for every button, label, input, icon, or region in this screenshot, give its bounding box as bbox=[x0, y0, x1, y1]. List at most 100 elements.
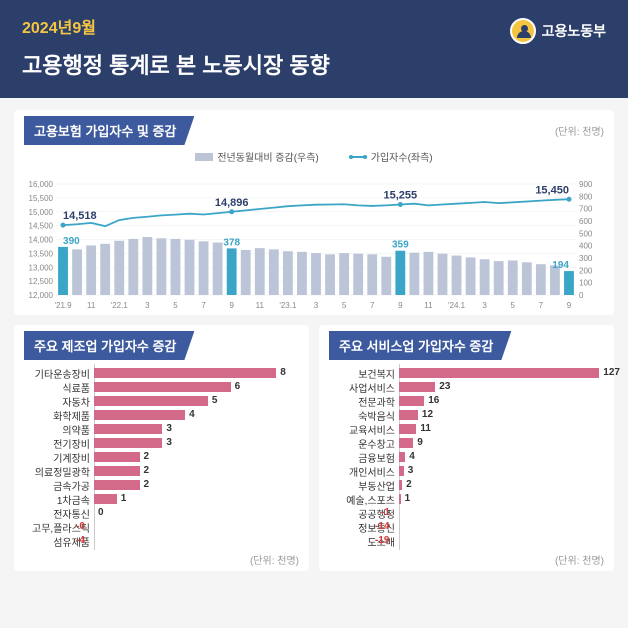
hbar-label: 1차금속 bbox=[24, 492, 94, 507]
svg-text:12,500: 12,500 bbox=[29, 277, 54, 286]
hbar-row: 사업서비스23 bbox=[329, 380, 604, 394]
ministry-logo: 고용노동부 bbox=[510, 18, 606, 44]
hbar-row: 예술,스포츠1 bbox=[329, 492, 604, 506]
logo-icon bbox=[510, 18, 536, 44]
hbar-track: 2 bbox=[399, 480, 604, 490]
svg-text:7: 7 bbox=[370, 301, 375, 310]
svg-text:15,000: 15,000 bbox=[29, 208, 54, 217]
mfg-chart: 기타운송장비8식료품6자동차5화학제품4의약품3전기장비3기계장비2의료정밀광학… bbox=[24, 364, 299, 550]
hbar-track: 2 bbox=[94, 466, 299, 476]
hbar-label: 부동산업 bbox=[329, 478, 399, 493]
combo-chart: 12,00012,50013,00013,50014,00014,50015,0… bbox=[24, 166, 604, 311]
hbar-row: 숙박음식12 bbox=[329, 408, 604, 422]
hbar-track: 11 bbox=[399, 424, 604, 434]
combo-title: 고용보험 가입자수 및 증감 bbox=[24, 116, 194, 145]
svg-text:13,500: 13,500 bbox=[29, 249, 54, 258]
hbar-row: 의약품3 bbox=[24, 422, 299, 436]
svg-text:9: 9 bbox=[398, 301, 403, 310]
hbar-row: 보건복지127 bbox=[329, 366, 604, 380]
hbar-row: 금속가공2 bbox=[24, 478, 299, 492]
hbar-track: -4 bbox=[94, 536, 299, 546]
svg-text:'23.1: '23.1 bbox=[279, 301, 297, 310]
hbar-row: 기계장비2 bbox=[24, 450, 299, 464]
svg-text:13,000: 13,000 bbox=[29, 263, 54, 272]
content: 고용보험 가입자수 및 증감 (단위: 천명) 전년동월대비 증감(우측) 가입… bbox=[0, 98, 628, 593]
svg-text:0: 0 bbox=[579, 291, 584, 300]
svg-text:7: 7 bbox=[201, 301, 206, 310]
combo-panel: 고용보험 가입자수 및 증감 (단위: 천명) 전년동월대비 증감(우측) 가입… bbox=[14, 110, 614, 315]
svg-text:15,450: 15,450 bbox=[535, 184, 569, 196]
svg-text:'22.1: '22.1 bbox=[111, 301, 129, 310]
legend-line: 가입자수(좌측) bbox=[349, 149, 433, 164]
svg-text:100: 100 bbox=[579, 279, 593, 288]
svg-text:9: 9 bbox=[567, 301, 572, 310]
hbar-label: 기계장비 bbox=[24, 450, 94, 465]
svc-unit: (단위: 천명) bbox=[329, 552, 604, 567]
hbar-track: 23 bbox=[399, 382, 604, 392]
hbar-track: 2 bbox=[94, 452, 299, 462]
hbar-row: 의료정밀광학2 bbox=[24, 464, 299, 478]
svg-text:200: 200 bbox=[579, 266, 593, 275]
hbar-track: -0 bbox=[94, 522, 299, 532]
hbar-track: 8 bbox=[94, 368, 299, 378]
hbar-row: 고무,플라스틱-0 bbox=[24, 520, 299, 534]
hbar-label: 보건복지 bbox=[329, 366, 399, 381]
svg-text:700: 700 bbox=[579, 205, 593, 214]
hbar-label: 자동차 bbox=[24, 394, 94, 409]
hbar-row: 부동산업2 bbox=[329, 478, 604, 492]
hbar-label: 전기장비 bbox=[24, 436, 94, 451]
hbar-row: 공공행정-1 bbox=[329, 506, 604, 520]
svg-text:194: 194 bbox=[552, 260, 569, 271]
svg-text:14,500: 14,500 bbox=[29, 222, 54, 231]
svg-text:12,000: 12,000 bbox=[29, 291, 54, 300]
hbar-row: 식료품6 bbox=[24, 380, 299, 394]
svg-text:5: 5 bbox=[173, 301, 178, 310]
hbar-row: 기타운송장비8 bbox=[24, 366, 299, 380]
svg-text:14,896: 14,896 bbox=[215, 197, 249, 209]
svg-text:11: 11 bbox=[87, 301, 96, 310]
hbar-label: 개인서비스 bbox=[329, 464, 399, 479]
hbar-row: 교육서비스11 bbox=[329, 422, 604, 436]
hbar-row: 자동차5 bbox=[24, 394, 299, 408]
hbar-label: 사업서비스 bbox=[329, 380, 399, 395]
hbar-track: 4 bbox=[94, 410, 299, 420]
svg-text:14,518: 14,518 bbox=[63, 210, 97, 222]
svg-text:15,500: 15,500 bbox=[29, 194, 54, 203]
svg-text:15,255: 15,255 bbox=[383, 190, 417, 202]
hbar-label: 전자통신 bbox=[24, 506, 94, 521]
svg-text:5: 5 bbox=[511, 301, 516, 310]
hbar-label: 기타운송장비 bbox=[24, 366, 94, 381]
hbar-label: 교육서비스 bbox=[329, 422, 399, 437]
hbar-label: 화학제품 bbox=[24, 408, 94, 423]
hbar-label: 숙박음식 bbox=[329, 408, 399, 423]
hbar-row: 금융보험4 bbox=[329, 450, 604, 464]
hbar-row: 운수창고9 bbox=[329, 436, 604, 450]
hbar-track: 3 bbox=[94, 438, 299, 448]
hbar-track: 1 bbox=[94, 494, 299, 504]
hbar-label: 식료품 bbox=[24, 380, 94, 395]
mfg-title: 주요 제조업 가입자수 증감 bbox=[24, 331, 194, 360]
combo-svg: 12,00012,50013,00013,50014,00014,50015,0… bbox=[24, 166, 604, 311]
hbar-row: 화학제품4 bbox=[24, 408, 299, 422]
report-title: 고용행정 통계로 본 노동시장 동향 bbox=[22, 48, 606, 80]
hbar-track: 3 bbox=[94, 424, 299, 434]
hbar-track: 9 bbox=[399, 438, 604, 448]
hbar-row: 1차금속1 bbox=[24, 492, 299, 506]
svg-text:400: 400 bbox=[579, 242, 593, 251]
hbar-label: 운수창고 bbox=[329, 436, 399, 451]
svg-text:500: 500 bbox=[579, 229, 593, 238]
svg-text:390: 390 bbox=[63, 236, 80, 247]
hbar-row: 전자통신0 bbox=[24, 506, 299, 520]
svg-text:378: 378 bbox=[223, 237, 240, 248]
hbar-track: 12 bbox=[399, 410, 604, 420]
svg-text:900: 900 bbox=[579, 180, 593, 189]
hbar-label: 의료정밀광학 bbox=[24, 464, 94, 479]
hbar-track: 0 bbox=[94, 508, 299, 518]
svg-text:3: 3 bbox=[314, 301, 319, 310]
hbar-row: 섬유제품-4 bbox=[24, 534, 299, 548]
hbar-label: 전문과학 bbox=[329, 394, 399, 409]
svg-text:300: 300 bbox=[579, 254, 593, 263]
hbar-row: 도소매-19 bbox=[329, 534, 604, 548]
hbar-track: -1 bbox=[399, 508, 604, 518]
hbar-track: 127 bbox=[399, 368, 604, 378]
